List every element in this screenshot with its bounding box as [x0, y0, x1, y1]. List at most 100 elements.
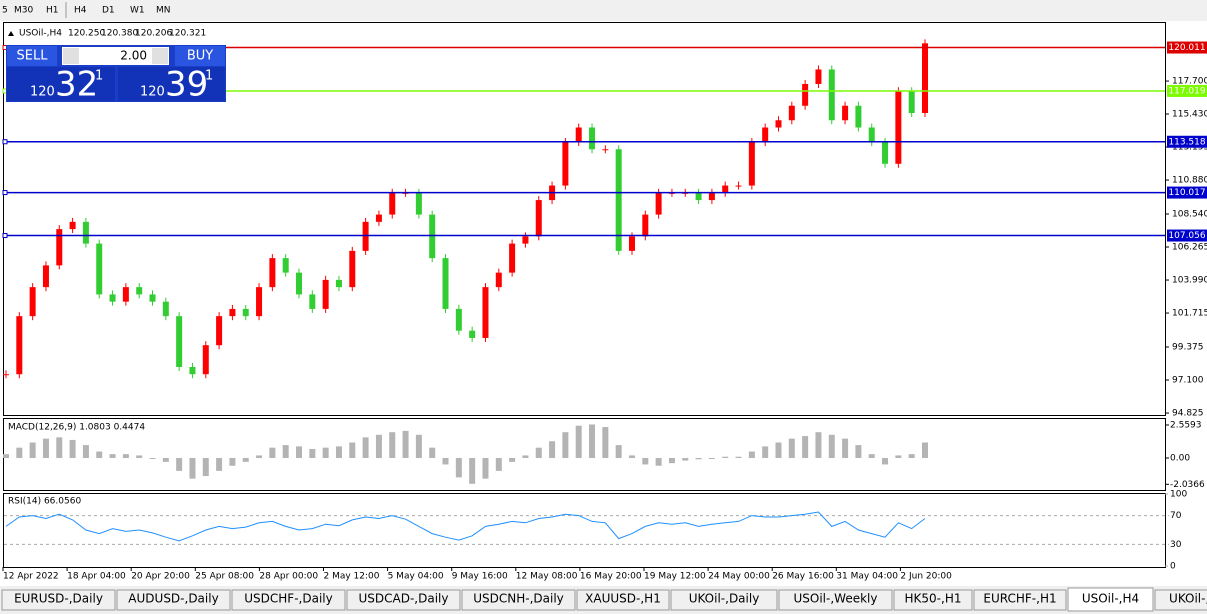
tab-label: USDCHF-,Daily	[244, 592, 332, 606]
timeframe[interactable]: M30	[14, 6, 33, 16]
time-label: 31 May 04:00	[836, 572, 898, 582]
macd-bar	[296, 446, 303, 458]
timeframe[interactable]: 5	[2, 6, 8, 16]
tab-label: AUDUSD-,Daily	[128, 592, 218, 606]
candle	[269, 258, 276, 288]
price-tick-label: 97.100	[1172, 376, 1204, 386]
macd-bar	[136, 455, 143, 458]
macd-bar	[242, 458, 249, 462]
macd-bar	[149, 458, 156, 459]
tab[interactable]	[346, 589, 461, 611]
ohlc-low: 120.206	[135, 29, 172, 39]
candle	[868, 127, 875, 143]
macd-bar	[828, 434, 835, 458]
tab[interactable]	[1154, 589, 1207, 611]
tab[interactable]	[461, 589, 576, 611]
macd-bar	[668, 458, 675, 464]
macd-tick-label: 0.00	[1170, 454, 1190, 464]
trade-panel: SELL 2.00 BUY 120 32 1 120 39 1	[6, 45, 226, 105]
level-tag	[1167, 229, 1207, 242]
macd-bar	[922, 442, 928, 458]
timeframe[interactable]: D1	[102, 6, 115, 16]
macd-bar	[189, 458, 196, 479]
time-label: 12 May 08:00	[516, 572, 578, 582]
macd-bar	[589, 424, 596, 458]
tab-label: UKOil-,H4	[1169, 592, 1207, 606]
candle	[29, 287, 36, 317]
candle	[815, 69, 822, 84]
candle	[415, 192, 422, 215]
candle	[42, 265, 49, 288]
time-label: 9 May 16:00	[452, 572, 508, 582]
macd-bar	[282, 445, 289, 458]
candle	[895, 91, 902, 164]
candle	[296, 272, 303, 295]
tab[interactable]	[116, 589, 231, 611]
candle	[282, 258, 289, 273]
macd-tick-label: 2.5593	[1170, 420, 1202, 430]
candle	[509, 243, 516, 273]
candle	[535, 200, 542, 237]
tab-label: UKOil-,Daily	[689, 592, 760, 606]
rsi-tick-label: 30	[1170, 540, 1182, 550]
candle	[748, 142, 755, 186]
macd-bar	[202, 458, 209, 477]
macd-bar	[216, 458, 223, 471]
macd-bar	[748, 451, 755, 458]
ohlc-open: 120.250	[68, 29, 105, 39]
sell-button[interactable]	[7, 46, 57, 66]
rsi-line	[5, 511, 926, 542]
candle	[69, 221, 76, 230]
volume-up[interactable]	[152, 48, 168, 64]
volume-down[interactable]	[63, 48, 79, 64]
tab[interactable]	[231, 589, 346, 611]
candle	[642, 214, 649, 237]
tab[interactable]	[1, 589, 116, 611]
candle	[802, 83, 809, 106]
tab[interactable]	[778, 589, 893, 611]
macd-bar	[256, 455, 263, 458]
candle	[429, 214, 436, 259]
candle	[149, 294, 156, 302]
candle	[828, 69, 835, 121]
tab[interactable]	[893, 589, 973, 611]
candle	[455, 308, 462, 331]
tab[interactable]	[1067, 587, 1154, 612]
macd-bar	[122, 454, 129, 458]
volume-box[interactable]	[62, 47, 169, 65]
time-label: 2 May 12:00	[324, 572, 380, 582]
macd-bar	[455, 458, 462, 478]
time-label: 12 Apr 2022	[3, 572, 59, 582]
timeframe[interactable]: H1	[46, 6, 59, 16]
buy-button[interactable]	[175, 46, 225, 66]
timeframe[interactable]: H4	[74, 6, 87, 16]
macd-bar	[695, 458, 702, 460]
rsi-title: RSI(14) 66.0560	[8, 497, 81, 507]
tab-label: XAUUSD-,H1	[585, 592, 661, 606]
level-label: 107.056	[1168, 231, 1205, 241]
macd-bar	[3, 454, 9, 458]
ask-box[interactable]	[118, 67, 225, 101]
tab[interactable]	[576, 589, 670, 611]
level-label: 117.019	[1168, 86, 1205, 96]
macd-bar	[469, 458, 476, 484]
bid-box[interactable]	[7, 67, 115, 101]
tab[interactable]	[670, 589, 778, 611]
macd-bar	[482, 458, 489, 479]
tab[interactable]	[973, 589, 1067, 611]
price-tick-label: 94.825	[1172, 409, 1204, 419]
time-label: 18 Apr 04:00	[67, 572, 126, 582]
rsi-tick-label: 0	[1170, 562, 1176, 572]
timeframe[interactable]: W1	[130, 6, 145, 16]
candle	[695, 192, 702, 201]
candle	[362, 221, 369, 251]
candle	[469, 330, 476, 338]
main-panel	[3, 22, 1166, 416]
timeframe[interactable]: MN	[156, 6, 171, 16]
macd-bar	[42, 438, 49, 458]
candle	[615, 149, 622, 251]
candle	[322, 279, 329, 309]
macd-bar	[908, 454, 915, 458]
candle	[722, 185, 729, 193]
macd-bar	[682, 458, 689, 461]
